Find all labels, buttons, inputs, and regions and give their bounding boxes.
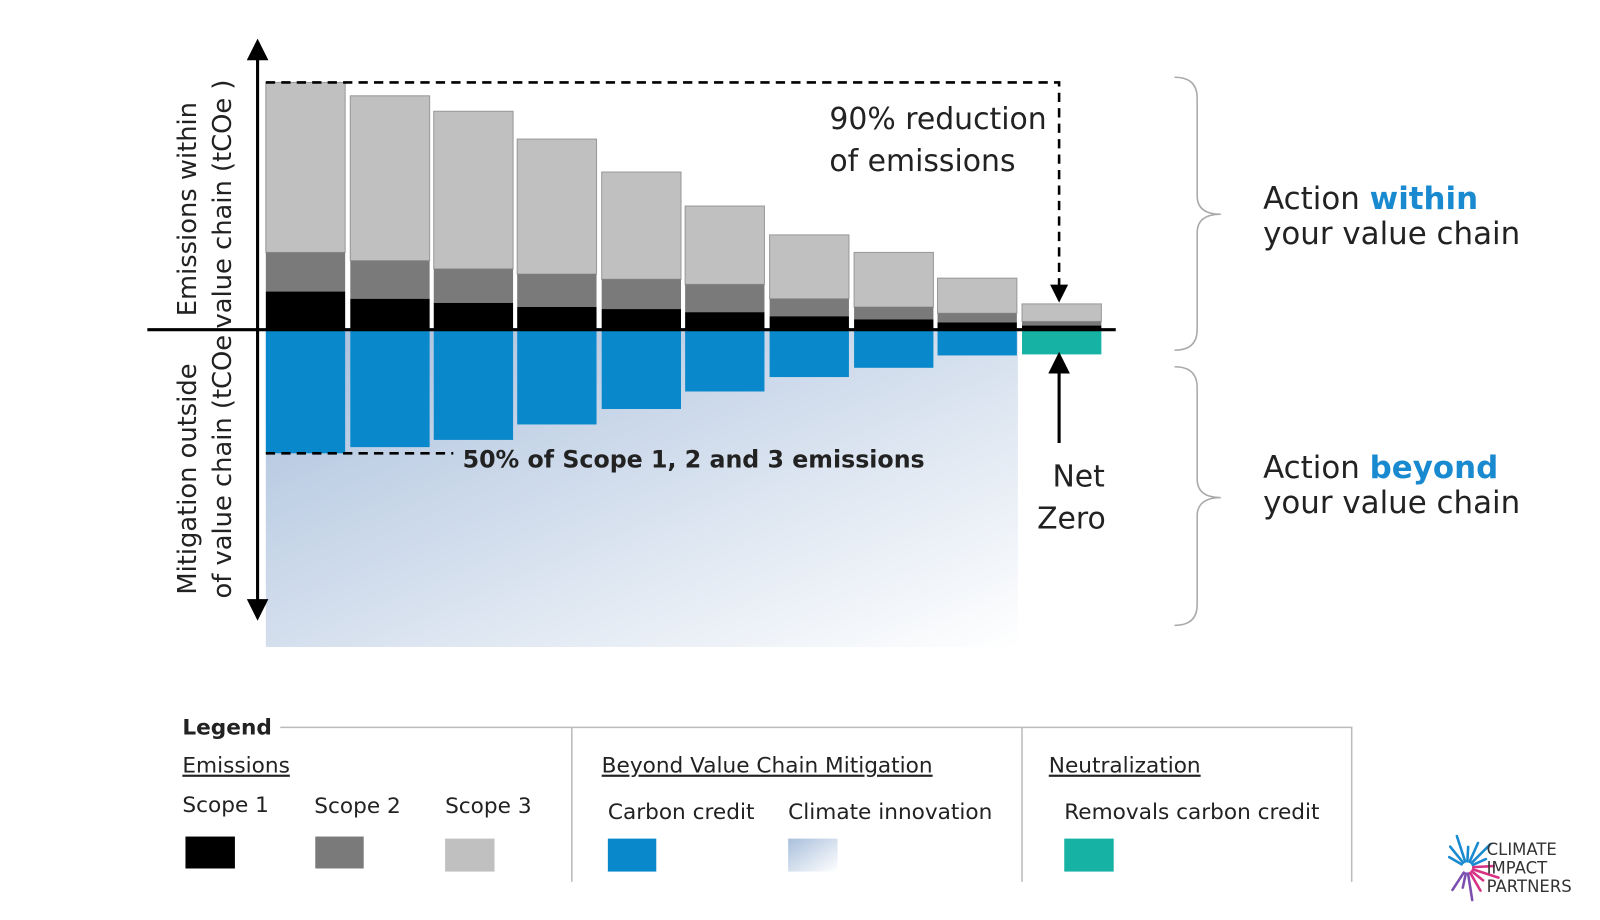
logo-text: IMPACT bbox=[1487, 859, 1548, 878]
scope3-bar bbox=[516, 138, 598, 275]
scope2-bar bbox=[854, 307, 934, 320]
logo-ray bbox=[1466, 845, 1470, 863]
removal-bar bbox=[1022, 329, 1102, 355]
logo-ray bbox=[1470, 842, 1492, 865]
logo-text: CLIMATE bbox=[1487, 840, 1557, 859]
logo-ray bbox=[1471, 868, 1500, 879]
scope2-bar bbox=[601, 279, 682, 310]
annotation: Zero bbox=[1037, 502, 1106, 537]
legend-group: Neutralization bbox=[1049, 754, 1201, 779]
scope2-bar bbox=[433, 268, 514, 303]
scope3-bar bbox=[937, 277, 1018, 314]
logo-ray bbox=[1448, 845, 1465, 864]
bars bbox=[265, 81, 1102, 454]
legend-group: Emissions bbox=[182, 754, 289, 779]
credit-bar bbox=[265, 329, 346, 454]
axis-label: value chain (tCOe ) bbox=[208, 80, 238, 329]
logo-mark bbox=[1447, 834, 1500, 902]
scope1-bar bbox=[854, 319, 934, 330]
logo-ray bbox=[1466, 872, 1474, 902]
credit-bar bbox=[685, 329, 765, 392]
scope2-bar bbox=[685, 284, 765, 313]
legend-item: Removals carbon credit bbox=[1064, 800, 1319, 825]
scope2-bar bbox=[1022, 321, 1102, 326]
legend-item: Scope 3 bbox=[445, 794, 532, 819]
credit-bar bbox=[517, 329, 597, 425]
legend-title: Legend bbox=[182, 716, 271, 741]
swatch bbox=[185, 836, 235, 869]
annotation: 50% of Scope 1, 2 and 3 emissions bbox=[463, 446, 925, 474]
reduction-arrow bbox=[265, 81, 1069, 303]
brace bbox=[1174, 76, 1221, 352]
swatch bbox=[607, 838, 657, 872]
scope3-bar bbox=[853, 251, 934, 308]
credit-bar bbox=[937, 329, 1017, 356]
scope1-bar bbox=[265, 291, 346, 330]
logo-ray bbox=[1471, 864, 1496, 869]
logo-ray bbox=[1447, 855, 1464, 866]
legend-item: Carbon credit bbox=[608, 800, 755, 825]
legend: Legend Emissions Beyond Value Chain Miti… bbox=[182, 716, 1353, 882]
annotation: 90% reduction bbox=[829, 102, 1046, 137]
logo-ray bbox=[1468, 841, 1480, 864]
legend-item: Scope 2 bbox=[314, 794, 401, 819]
legend-item: Scope 1 bbox=[182, 793, 269, 818]
scope3-bar bbox=[601, 171, 682, 280]
scope1-bar bbox=[517, 307, 597, 330]
credit-bar bbox=[601, 329, 682, 410]
annotation: of emissions bbox=[829, 144, 1015, 179]
action-label: your value chain bbox=[1263, 485, 1520, 521]
logo-ray bbox=[1461, 872, 1468, 889]
scope2-bar bbox=[265, 252, 346, 292]
scope1-bar bbox=[937, 322, 1017, 330]
legend-item: Climate innovation bbox=[788, 800, 992, 825]
scope3-bar bbox=[684, 205, 765, 285]
brace bbox=[1174, 365, 1221, 627]
axis-label: Emissions within bbox=[173, 102, 203, 316]
logo-ray bbox=[1451, 871, 1465, 892]
legend-group: Beyond Value Chain Mitigation bbox=[602, 754, 933, 779]
swatch bbox=[445, 838, 495, 872]
axis-label: of value chain (tCOe bbox=[208, 335, 238, 599]
credit-bar bbox=[854, 329, 934, 368]
scope2-bar bbox=[350, 260, 430, 299]
logo-ray bbox=[1468, 871, 1482, 892]
swatch bbox=[1064, 838, 1114, 872]
scope1-bar bbox=[685, 312, 765, 330]
credit-bar bbox=[433, 329, 514, 440]
scope3-bar bbox=[1021, 303, 1102, 322]
swatch bbox=[315, 836, 364, 869]
scope1-bar bbox=[350, 298, 430, 330]
action-label: Action beyond bbox=[1263, 450, 1498, 486]
axis-label: Mitigation outside bbox=[173, 363, 203, 594]
scope3-bar bbox=[349, 95, 431, 262]
logo-text: PARTNERS bbox=[1487, 877, 1572, 896]
credit-bar bbox=[350, 329, 430, 448]
scope3-bar bbox=[769, 234, 850, 300]
scope2-bar bbox=[937, 313, 1017, 323]
scope2-bar bbox=[769, 298, 849, 317]
scope3-bar bbox=[433, 110, 514, 270]
scope1-bar bbox=[433, 302, 514, 330]
action-label: your value chain bbox=[1263, 216, 1520, 252]
action-label: Action within bbox=[1263, 181, 1478, 217]
scope1-bar bbox=[1022, 325, 1102, 330]
legend-frame bbox=[280, 726, 1353, 882]
logo-ray bbox=[1470, 870, 1485, 882]
scope2-bar bbox=[517, 274, 597, 308]
swatch bbox=[788, 838, 838, 872]
scope1-bar bbox=[769, 316, 849, 330]
scope1-bar bbox=[601, 309, 682, 330]
credit-bar bbox=[769, 329, 849, 378]
logo-ray bbox=[1455, 834, 1467, 863]
logo-ray bbox=[1471, 857, 1488, 867]
scope3-bar bbox=[265, 81, 346, 253]
annotation: Net bbox=[1052, 459, 1104, 494]
